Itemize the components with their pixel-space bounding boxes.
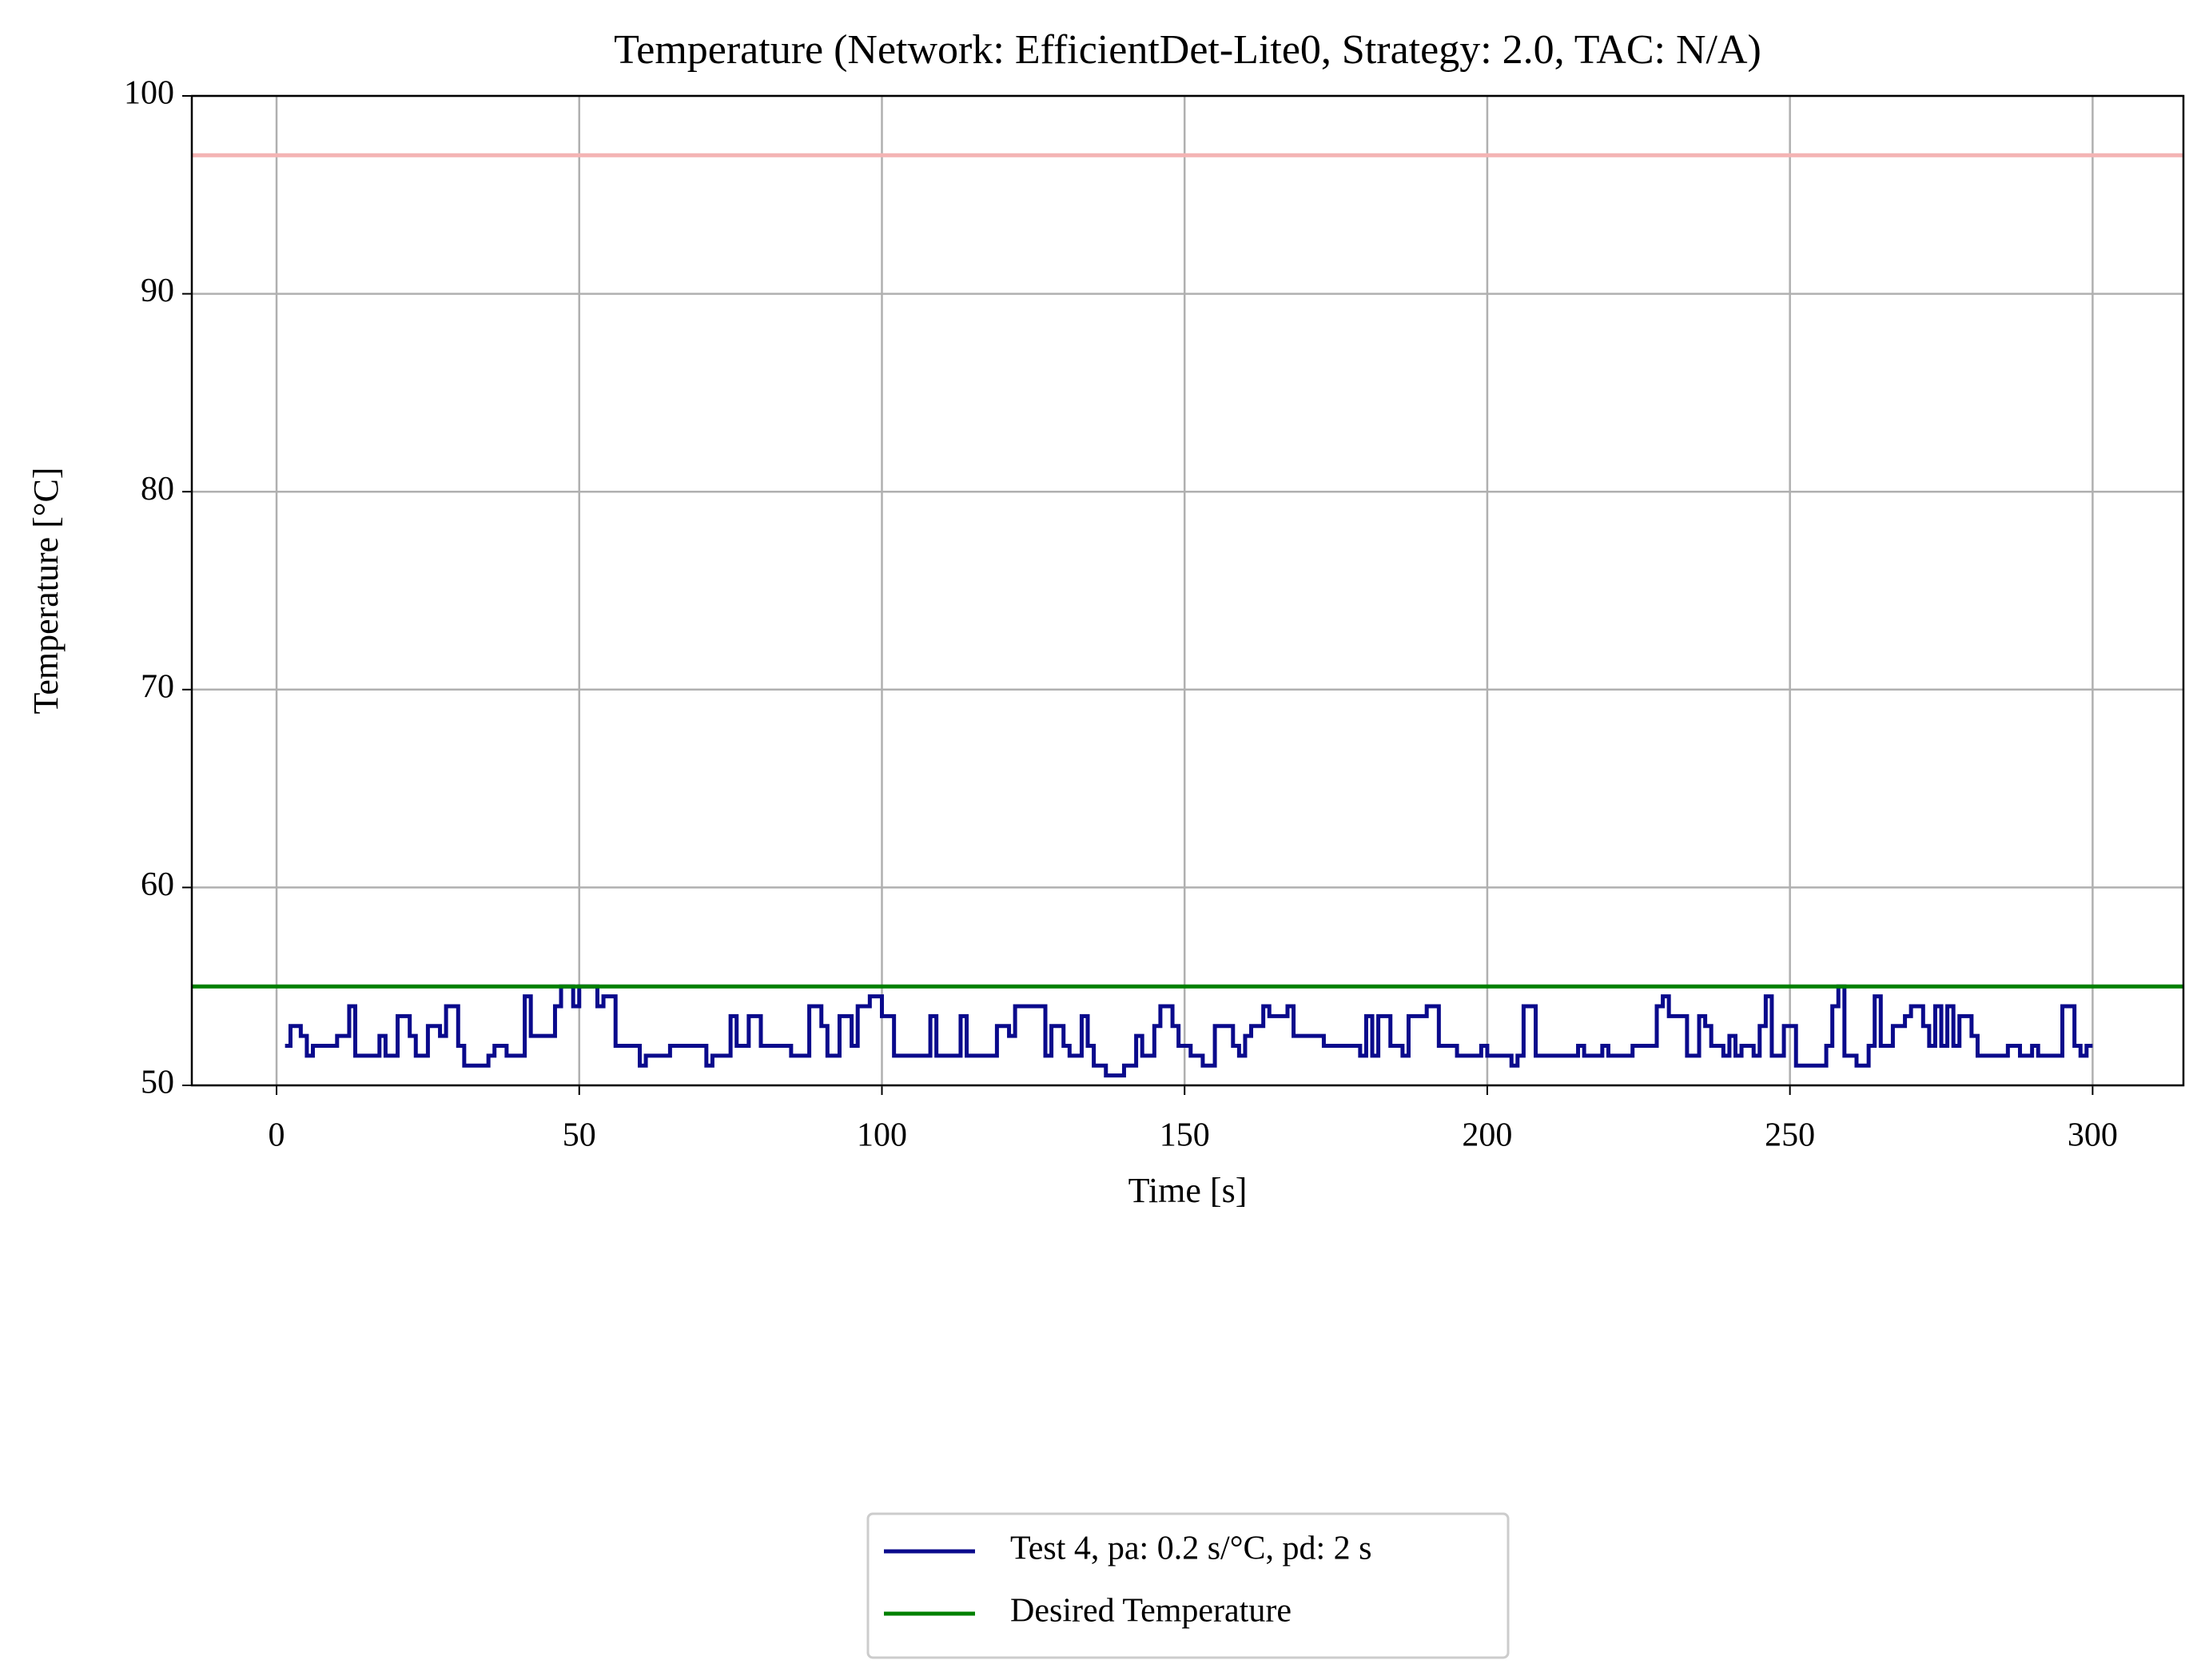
y-tick-label: 70 xyxy=(141,668,174,705)
x-tick-label: 50 xyxy=(563,1117,596,1154)
data-line xyxy=(285,984,2093,1078)
legend-box xyxy=(866,1512,1510,1659)
x-tick-label: 250 xyxy=(1765,1117,1815,1154)
x-tick-label: 100 xyxy=(857,1117,907,1154)
chart-title: Temperature (Network: EfficientDet-Lite0… xyxy=(614,27,1761,73)
x-tick-label: 150 xyxy=(1160,1117,1210,1154)
y-axis-label: Temperature [°C] xyxy=(26,468,66,715)
x-axis-label: Time [s] xyxy=(1128,1171,1248,1210)
y-tick-label: 80 xyxy=(141,471,174,508)
legend-label: Test 4, pa: 0.2 s/°C, pd: 2 s xyxy=(1010,1531,1372,1567)
x-tick-label: 300 xyxy=(2068,1117,2118,1154)
legend-label: Desired Temperature xyxy=(1010,1593,1292,1630)
y-tick-label: 90 xyxy=(141,273,174,309)
x-tick-label: 0 xyxy=(269,1117,285,1154)
y-tick-label: 50 xyxy=(141,1065,174,1101)
x-tick-label: 200 xyxy=(1462,1117,1512,1154)
y-tick-label: 60 xyxy=(141,866,174,903)
plot-frame xyxy=(190,94,2185,1087)
y-tick-label: 100 xyxy=(124,75,174,112)
